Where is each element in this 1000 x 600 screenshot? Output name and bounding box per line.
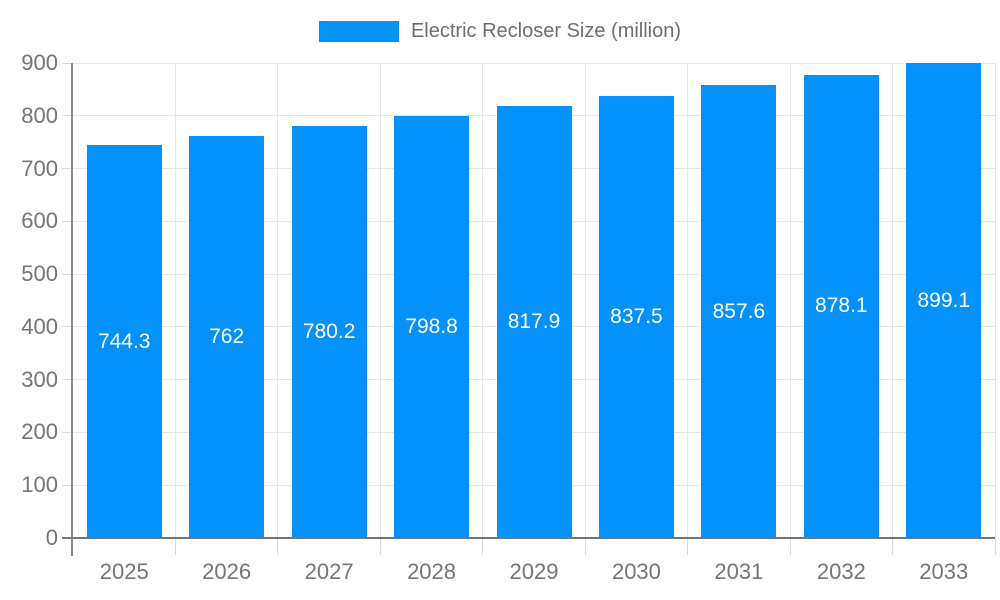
y-axis-tick xyxy=(62,168,73,170)
x-axis-label: 2027 xyxy=(304,559,354,584)
bar-value-label: 837.5 xyxy=(610,304,663,328)
bar-value-label: 817.9 xyxy=(507,310,561,334)
bar-value-label: 780.2 xyxy=(302,320,356,344)
y-axis-tick xyxy=(62,484,73,486)
y-axis-label: 0 xyxy=(45,525,58,550)
gridline-vertical xyxy=(482,63,484,538)
y-axis-line xyxy=(71,63,73,556)
gridline-vertical xyxy=(277,63,279,538)
x-axis-label: 2030 xyxy=(611,559,661,584)
x-axis-label: 2026 xyxy=(202,559,252,584)
bar-value-label: 857.6 xyxy=(712,299,766,323)
gridline-horizontal xyxy=(73,62,995,64)
x-axis-tick xyxy=(994,538,996,555)
y-axis-label: 900 xyxy=(21,50,58,75)
y-axis-label: 300 xyxy=(21,366,58,392)
gridline-vertical xyxy=(174,63,176,538)
bar[interactable]: 899.1 xyxy=(906,63,982,538)
x-axis-tick xyxy=(789,538,791,555)
legend-label: Electric Recloser Size (million) xyxy=(410,19,682,42)
bar[interactable]: 780.2 xyxy=(291,126,367,538)
y-axis-tick xyxy=(62,326,73,328)
y-axis-label: 800 xyxy=(21,102,58,128)
y-axis-tick xyxy=(62,62,73,64)
y-axis-label: 500 xyxy=(21,261,58,287)
x-axis-tick xyxy=(482,538,484,555)
x-axis-label: 2033 xyxy=(919,559,969,584)
gridline-vertical xyxy=(892,63,894,538)
y-axis-tick xyxy=(62,379,73,381)
x-axis-line xyxy=(62,537,995,539)
x-axis-label: 2025 xyxy=(99,559,149,584)
x-axis-tick xyxy=(174,538,176,555)
gridline-vertical xyxy=(379,63,381,538)
bar-value-label: 798.8 xyxy=(405,315,458,339)
x-axis-tick xyxy=(379,538,381,555)
y-axis-tick xyxy=(62,115,73,117)
x-axis-tick xyxy=(892,538,894,555)
y-axis-label: 100 xyxy=(21,472,58,498)
x-axis-label: 2031 xyxy=(714,559,764,584)
bar-value-label: 744.3 xyxy=(97,329,151,353)
bar-value-label: 762 xyxy=(209,324,245,348)
bar-value-label: 899.1 xyxy=(917,288,971,312)
bar[interactable]: 744.3 xyxy=(86,145,162,538)
chart-legend: Electric Recloser Size (million) xyxy=(0,16,1000,46)
y-axis-tick xyxy=(62,220,73,222)
y-axis-tick xyxy=(62,273,73,275)
bar[interactable]: 798.8 xyxy=(394,116,470,538)
x-axis-label: 2032 xyxy=(816,559,866,584)
y-axis-label: 600 xyxy=(21,208,58,234)
x-axis-label: 2028 xyxy=(407,559,457,584)
gridline-vertical xyxy=(789,63,791,538)
bar[interactable]: 878.1 xyxy=(803,74,879,538)
y-axis-label: 400 xyxy=(21,313,58,339)
legend-color-swatch xyxy=(318,20,399,42)
y-axis-label: 200 xyxy=(21,419,58,445)
y-axis-label: 700 xyxy=(21,155,58,181)
bar[interactable]: 857.6 xyxy=(701,85,777,538)
gridline-vertical xyxy=(994,63,996,538)
x-axis-tick xyxy=(277,538,279,555)
bar[interactable]: 762 xyxy=(189,135,265,538)
x-axis-label: 2029 xyxy=(509,559,559,584)
bar[interactable]: 817.9 xyxy=(496,106,572,538)
gridline-vertical xyxy=(687,63,689,538)
y-axis-tick xyxy=(62,431,73,433)
x-axis-tick xyxy=(584,538,586,555)
bar[interactable]: 837.5 xyxy=(598,95,674,538)
bar-value-label: 878.1 xyxy=(815,294,868,318)
gridline-vertical xyxy=(584,63,586,538)
x-axis-tick xyxy=(687,538,689,555)
